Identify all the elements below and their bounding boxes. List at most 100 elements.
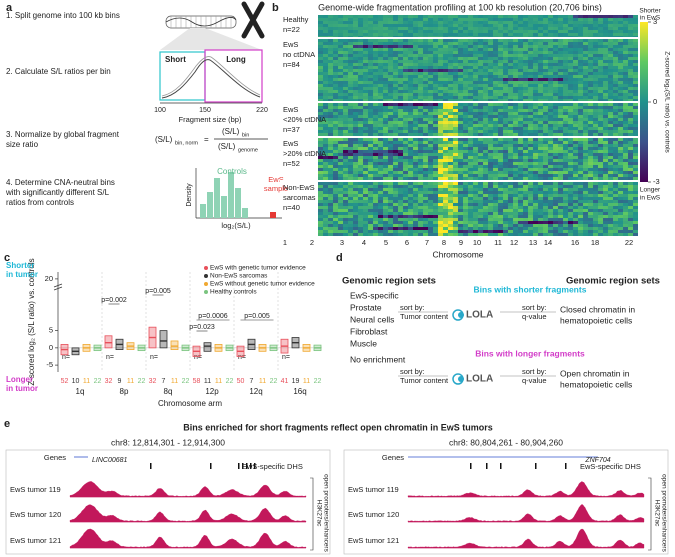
heatmap-cell bbox=[468, 209, 473, 212]
heatmap-cell bbox=[463, 87, 468, 90]
heatmap-cell bbox=[338, 159, 343, 162]
heatmap-cell bbox=[443, 84, 448, 87]
heatmap-cell bbox=[443, 200, 448, 203]
heatmap-cell bbox=[508, 54, 513, 57]
heatmap-cell bbox=[503, 66, 508, 69]
heatmap-cell bbox=[473, 90, 478, 93]
legend-label: EwS with genetic tumor evidence bbox=[210, 265, 306, 272]
heatmap-cell bbox=[513, 21, 518, 24]
heatmap-cell bbox=[453, 233, 458, 236]
heatmap-cell bbox=[398, 174, 403, 177]
heatmap-cell bbox=[403, 57, 408, 60]
heatmap-cell bbox=[373, 112, 378, 115]
heatmap-cell bbox=[418, 182, 423, 185]
heatmap-cell bbox=[623, 15, 628, 18]
heatmap-cell bbox=[568, 121, 573, 124]
heatmap-cell bbox=[453, 150, 458, 153]
heatmap-cell bbox=[508, 66, 513, 69]
heatmap-cell bbox=[533, 66, 538, 69]
heatmap-cell bbox=[338, 121, 343, 124]
heatmap-cell bbox=[558, 15, 563, 18]
step-text: 4. Determine CNA-neutral bins bbox=[6, 178, 115, 187]
heatmap-cell bbox=[338, 18, 343, 21]
heatmap-cell bbox=[468, 224, 473, 227]
heatmap-cell bbox=[388, 21, 393, 24]
heatmap-cell bbox=[583, 48, 588, 51]
heatmap-cell bbox=[568, 109, 573, 112]
heatmap-cell bbox=[328, 60, 333, 63]
heatmap-cell bbox=[478, 150, 483, 153]
heatmap-cell bbox=[333, 138, 338, 141]
heatmap-cell bbox=[568, 106, 573, 109]
heatmap-cell bbox=[503, 147, 508, 150]
heatmap-cell bbox=[363, 227, 368, 230]
heatmap-cell bbox=[523, 103, 528, 106]
heatmap-cell bbox=[448, 162, 453, 165]
heatmap-cell bbox=[358, 156, 363, 159]
heatmap-cell bbox=[438, 141, 443, 144]
heatmap-cell bbox=[588, 78, 593, 81]
heatmap-cell bbox=[593, 75, 598, 78]
heatmap-cell bbox=[623, 57, 628, 60]
heatmap-cell bbox=[363, 45, 368, 48]
heatmap-cell bbox=[398, 24, 403, 27]
heatmap-cell bbox=[563, 39, 568, 42]
heatmap-cell bbox=[363, 133, 368, 136]
heatmap-cell bbox=[463, 118, 468, 121]
heatmap-cell bbox=[338, 203, 343, 206]
heatmap-cell bbox=[483, 87, 488, 90]
heatmap-cell bbox=[373, 200, 378, 203]
heatmap-cell bbox=[453, 96, 458, 99]
heatmap-cell bbox=[568, 191, 573, 194]
heatmap-cell bbox=[413, 99, 418, 101]
heatmap-cell bbox=[493, 203, 498, 206]
heatmap-cell bbox=[373, 96, 378, 99]
heatmap-cell bbox=[528, 109, 533, 112]
heatmap-cell bbox=[563, 87, 568, 90]
heatmap-cell bbox=[318, 177, 323, 180]
heatmap-cell bbox=[418, 66, 423, 69]
heatmap-cell bbox=[358, 141, 363, 144]
heatmap-cell bbox=[383, 109, 388, 112]
heatmap-cell bbox=[598, 93, 603, 96]
heatmap-cell bbox=[548, 106, 553, 109]
heatmap-cell bbox=[423, 197, 428, 200]
heatmap-cell bbox=[353, 206, 358, 209]
heatmap-cell bbox=[573, 33, 578, 36]
heatmap-cell bbox=[318, 99, 323, 101]
heatmap-cell bbox=[503, 215, 508, 218]
heatmap-cell bbox=[473, 42, 478, 45]
heatmap-cell bbox=[608, 118, 613, 121]
heatmap-cell bbox=[578, 36, 583, 37]
heatmap-cell bbox=[473, 182, 478, 185]
heatmap-cell bbox=[458, 185, 463, 188]
heatmap-cell bbox=[558, 48, 563, 51]
heatmap-cell bbox=[533, 133, 538, 136]
heatmap-cell bbox=[413, 144, 418, 147]
heatmap-cell bbox=[318, 144, 323, 147]
heatmap-cell bbox=[633, 27, 638, 30]
heatmap-cell bbox=[533, 90, 538, 93]
heatmap-cell bbox=[433, 191, 438, 194]
heatmap-cell bbox=[393, 138, 398, 141]
heatmap-cell bbox=[518, 230, 523, 233]
heatmap-cell bbox=[623, 200, 628, 203]
heatmap-cell bbox=[588, 197, 593, 200]
heatmap-cell bbox=[548, 18, 553, 21]
heatmap-cell bbox=[328, 69, 333, 72]
heatmap-cell bbox=[568, 227, 573, 230]
heatmap-cell bbox=[523, 197, 528, 200]
heatmap-cell bbox=[523, 45, 528, 48]
heatmap-cell bbox=[478, 162, 483, 165]
heatmap-cell bbox=[438, 121, 443, 124]
heatmap-cell bbox=[368, 230, 373, 233]
heatmap-cell bbox=[603, 127, 608, 130]
heatmap-cell bbox=[603, 42, 608, 45]
label: q-value bbox=[522, 312, 547, 321]
heatmap-cell bbox=[398, 90, 403, 93]
heatmap-cell bbox=[323, 130, 328, 133]
region-label: chr8: 80,804,261 - 80,904,260 bbox=[449, 437, 563, 447]
heatmap-cell bbox=[328, 197, 333, 200]
heatmap-cell bbox=[533, 54, 538, 57]
heatmap-cell bbox=[453, 24, 458, 27]
